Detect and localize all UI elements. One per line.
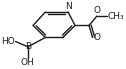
Text: CH₃: CH₃ — [107, 12, 124, 21]
Text: B: B — [25, 42, 31, 51]
Text: N: N — [65, 2, 71, 11]
Text: O: O — [93, 6, 100, 15]
Text: OH: OH — [21, 58, 35, 67]
Text: HO: HO — [1, 37, 15, 46]
Text: O: O — [93, 33, 100, 42]
